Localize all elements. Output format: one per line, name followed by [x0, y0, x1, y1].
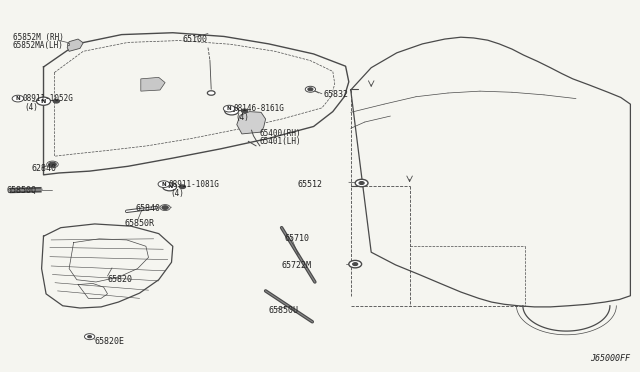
Text: 65852M (RH): 65852M (RH): [13, 33, 63, 42]
Polygon shape: [141, 77, 165, 91]
Text: 65710: 65710: [285, 234, 310, 243]
Circle shape: [84, 334, 95, 340]
Text: 65852MA(LH): 65852MA(LH): [13, 41, 63, 50]
Text: 65820: 65820: [108, 275, 132, 284]
Text: N: N: [41, 99, 46, 104]
Text: 08146-8161G: 08146-8161G: [234, 104, 284, 113]
Text: N: N: [167, 184, 172, 189]
Circle shape: [225, 107, 239, 115]
Text: 65401(LH): 65401(LH): [259, 137, 301, 146]
Text: N: N: [15, 96, 20, 101]
Text: N: N: [161, 182, 166, 187]
Text: 65100: 65100: [182, 35, 208, 44]
Circle shape: [223, 105, 235, 112]
Circle shape: [305, 86, 316, 92]
Circle shape: [47, 161, 58, 168]
Circle shape: [207, 91, 215, 95]
Text: (4): (4): [236, 113, 250, 122]
Text: 65850R: 65850R: [125, 219, 155, 228]
Text: 65850Q: 65850Q: [6, 186, 36, 195]
Circle shape: [163, 183, 177, 191]
Text: 65400(RH): 65400(RH): [259, 129, 301, 138]
Text: (4): (4): [24, 103, 38, 112]
Text: 08911-1052G: 08911-1052G: [22, 94, 73, 103]
Circle shape: [353, 263, 358, 266]
Text: N: N: [229, 108, 234, 113]
Circle shape: [12, 95, 24, 102]
Circle shape: [308, 88, 313, 91]
Text: 65722M: 65722M: [282, 262, 312, 270]
Circle shape: [36, 97, 51, 105]
Circle shape: [349, 260, 362, 268]
Polygon shape: [67, 39, 83, 51]
Text: 65840: 65840: [136, 204, 161, 213]
Circle shape: [53, 99, 60, 103]
Text: J65000FF: J65000FF: [590, 354, 630, 363]
Text: 65512: 65512: [298, 180, 323, 189]
Circle shape: [162, 206, 168, 209]
Text: 65850U: 65850U: [269, 306, 299, 315]
Circle shape: [160, 205, 170, 211]
Polygon shape: [237, 112, 266, 134]
Circle shape: [241, 109, 248, 113]
Text: (4): (4): [170, 189, 184, 198]
Text: 08911-1081G: 08911-1081G: [168, 180, 219, 189]
Polygon shape: [67, 43, 69, 45]
Circle shape: [88, 336, 92, 338]
Text: 65820E: 65820E: [95, 337, 125, 346]
Text: N: N: [227, 106, 232, 111]
Circle shape: [158, 181, 170, 187]
Circle shape: [359, 182, 364, 185]
Text: 65832: 65832: [323, 90, 348, 99]
Circle shape: [179, 185, 186, 189]
Circle shape: [49, 162, 56, 167]
Circle shape: [355, 179, 368, 187]
Text: 62840: 62840: [32, 164, 57, 173]
